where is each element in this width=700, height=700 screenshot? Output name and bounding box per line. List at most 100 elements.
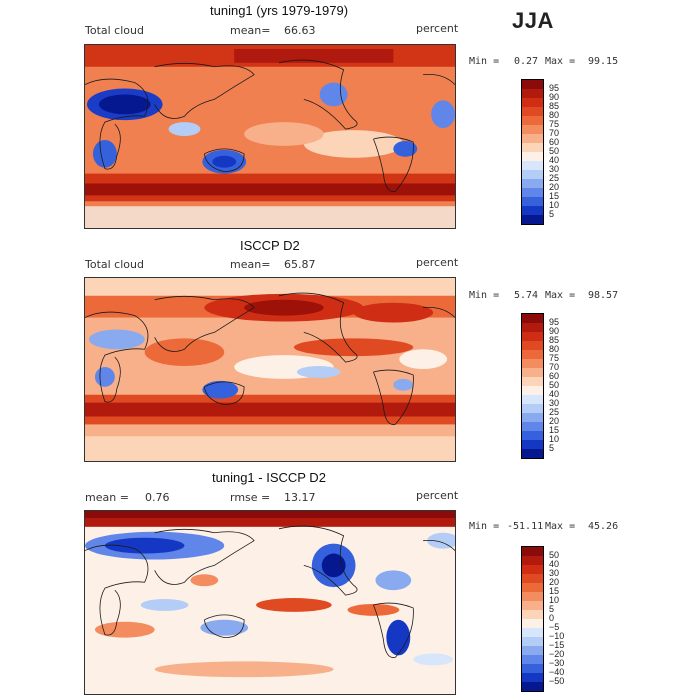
panel1-variable-label: Total cloud: [85, 24, 144, 37]
colorbar-swatch: [522, 332, 543, 341]
panel1-cbar-label: 40: [549, 155, 560, 165]
panel3-cbar-label: 20: [549, 577, 560, 587]
panel3-units-label: percent: [416, 489, 459, 502]
colorbar-swatch: [522, 125, 543, 134]
panel1-cbar-label: 90: [549, 92, 560, 102]
panel3-title: tuning1 - ISCCP D2: [212, 470, 326, 485]
panel3-cbar-label: 10: [549, 595, 560, 605]
panel3-map: [84, 510, 456, 695]
panel3-cbar-label: −10: [549, 631, 565, 641]
colorbar-swatch: [522, 323, 543, 332]
panel1-cbar-label: 95: [549, 83, 560, 93]
panel2-cbar-label: 80: [549, 344, 560, 354]
panel2-cbar-label: 50: [549, 380, 560, 390]
colorbar-swatch: [522, 682, 543, 691]
panel2-map: [84, 277, 456, 462]
panel3-mean-value: 0.76: [145, 491, 170, 504]
panel2-mean-value: 65.87: [284, 258, 316, 271]
colorbar-swatch: [522, 188, 543, 197]
panel2-min-value: 5.74: [514, 290, 539, 301]
panel2-colorbar: [521, 313, 544, 459]
colorbar-swatch: [522, 350, 543, 359]
colorbar-swatch: [522, 341, 543, 350]
panel3-mean-label: mean =: [85, 491, 129, 504]
panel1-cbar-label: 5: [549, 209, 555, 219]
panel3-cbar-label: −40: [549, 667, 565, 677]
colorbar-swatch: [522, 574, 543, 583]
colorbar-swatch: [522, 610, 543, 619]
panel2-units-label: percent: [416, 256, 459, 269]
colorbar-swatch: [522, 583, 543, 592]
panel1-min-label: Min =: [469, 56, 500, 67]
panel1-cbar-label: 20: [549, 182, 560, 192]
colorbar-swatch: [522, 556, 543, 565]
colorbar-swatch: [522, 116, 543, 125]
colorbar-swatch: [522, 98, 543, 107]
panel2-cbar-label: 90: [549, 326, 560, 336]
panel3-cbar-label: −5: [549, 622, 560, 632]
panel2-cbar-label: 25: [549, 407, 560, 417]
panel2-cbar-label: 5: [549, 443, 555, 453]
colorbar-swatch: [522, 89, 543, 98]
panel2-cbar-label: 70: [549, 362, 560, 372]
panel2-cbar-label: 30: [549, 398, 560, 408]
panel3-cbar-label: −15: [549, 640, 565, 650]
panel3-cbar-label: 0: [549, 613, 555, 623]
colorbar-swatch: [522, 449, 543, 458]
panel3-cbar-label: 40: [549, 559, 560, 569]
colorbar-swatch: [522, 197, 543, 206]
panel2-title: ISCCP D2: [240, 238, 300, 253]
panel1-cbar-label: 80: [549, 110, 560, 120]
panel2-cbar-label: 75: [549, 353, 560, 363]
panel1-mean-label: mean=: [230, 24, 271, 37]
colorbar-swatch: [522, 395, 543, 404]
panel2-cbar-label: 85: [549, 335, 560, 345]
panel1-max-label: Max =: [545, 56, 576, 67]
colorbar-swatch: [522, 664, 543, 673]
colorbar-swatch: [522, 170, 543, 179]
colorbar-swatch: [522, 80, 543, 89]
colorbar-swatch: [522, 368, 543, 377]
panel1-mean-value: 66.63: [284, 24, 316, 37]
colorbar-swatch: [522, 314, 543, 323]
panel2-min-label: Min =: [469, 290, 500, 301]
colorbar-swatch: [522, 440, 543, 449]
colorbar-swatch: [522, 547, 543, 556]
colorbar-swatch: [522, 152, 543, 161]
colorbar-swatch: [522, 359, 543, 368]
colorbar-swatch: [522, 601, 543, 610]
panel3-colorbar: [521, 546, 544, 692]
panel2-mean-label: mean=: [230, 258, 271, 271]
panel2-cbar-label: 10: [549, 434, 560, 444]
panel2-cbar-label: 60: [549, 371, 560, 381]
colorbar-swatch: [522, 134, 543, 143]
panel1-min-value: 0.27: [514, 56, 539, 67]
panel3-cbar-label: 30: [549, 568, 560, 578]
panel3-cbar-label: −30: [549, 658, 565, 668]
panel1-units-label: percent: [416, 22, 459, 35]
panel2-max-label: Max =: [545, 290, 576, 301]
panel2-cbar-label: 40: [549, 389, 560, 399]
colorbar-swatch: [522, 565, 543, 574]
panel3-min-value: -51.11: [507, 521, 544, 532]
panel1-cbar-label: 30: [549, 164, 560, 174]
panel1-cbar-label: 50: [549, 146, 560, 156]
panel2-cbar-label: 95: [549, 317, 560, 327]
panel3-rmse-value: 13.17: [284, 491, 316, 504]
panel3-cbar-label: 50: [549, 550, 560, 560]
panel1-cbar-label: 70: [549, 128, 560, 138]
panel2-max-value: 98.57: [588, 290, 619, 301]
panel2-variable-label: Total cloud: [85, 258, 144, 271]
colorbar-swatch: [522, 431, 543, 440]
panel1-map: [84, 44, 456, 229]
colorbar-swatch: [522, 377, 543, 386]
colorbar-swatch: [522, 592, 543, 601]
colorbar-swatch: [522, 206, 543, 215]
colorbar-swatch: [522, 673, 543, 682]
panel2-cbar-label: 15: [549, 425, 560, 435]
panel1-title: tuning1 (yrs 1979-1979): [210, 3, 349, 18]
panel1-cbar-label: 85: [549, 101, 560, 111]
panel1-cbar-label: 10: [549, 200, 560, 210]
colorbar-swatch: [522, 619, 543, 628]
panel3-max-value: 45.26: [588, 521, 619, 532]
